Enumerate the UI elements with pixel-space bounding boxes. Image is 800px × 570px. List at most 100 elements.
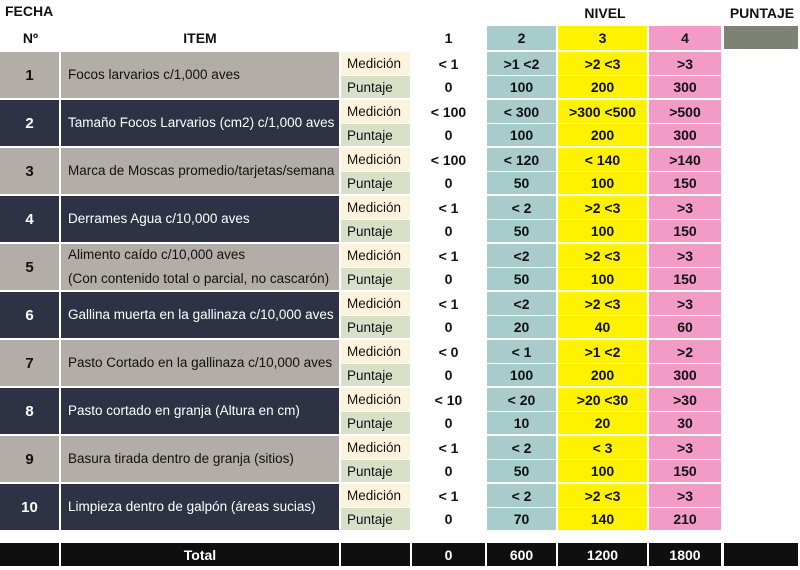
medicion-level-4: >3 [649, 292, 721, 315]
medicion-level-1: < 10 [412, 388, 485, 411]
total-puntaje-cell [724, 543, 798, 566]
total-level-1: 0 [412, 543, 485, 566]
fecha-label: FECHA [5, 3, 54, 19]
puntaje-level-1: 0 [412, 268, 485, 290]
medicion-level-4: >3 [649, 196, 721, 219]
puntaje-level-2: 50 [487, 220, 556, 242]
item-text-line: Alimento caído c/10,000 aves [68, 247, 246, 262]
puntaje-level-4: 300 [649, 124, 721, 146]
medicion-level-3: >300 <500 [558, 100, 647, 123]
puntaje-level-1: 0 [412, 76, 485, 98]
row-number: 8 [0, 388, 59, 434]
item-text-line: Gallina muerta en la gallinaza c/10,000 … [68, 307, 334, 322]
medicion-level-3: < 140 [558, 148, 647, 171]
medicion-level-3: < 3 [558, 436, 647, 459]
medicion-level-2: < 1 [487, 340, 556, 363]
medicion-label: Medición [341, 52, 410, 75]
medicion-level-1: < 100 [412, 100, 485, 123]
medicion-level-1: < 1 [412, 436, 485, 459]
level-1-header: 1 [412, 26, 485, 50]
medicion-level-1: < 1 [412, 52, 485, 75]
medicion-label: Medición [341, 388, 410, 411]
level-4-header: 4 [649, 26, 721, 50]
medicion-level-1: < 100 [412, 148, 485, 171]
item-text-line: Pasto Cortado en la gallinaza c/10,000 a… [68, 355, 333, 370]
puntaje-level-2: 10 [487, 412, 556, 434]
number-column-header: Nº [22, 30, 39, 46]
row-number: 1 [0, 52, 59, 98]
item-text-line: Pasto cortado en granja (Altura en cm) [68, 403, 300, 418]
medicion-level-3: >2 <3 [558, 196, 647, 219]
puntaje-label: Puntaje [341, 508, 410, 530]
puntaje-label: Puntaje [341, 268, 410, 290]
puntaje-level-2: 100 [487, 124, 556, 146]
puntaje-header: PUNTAJE [729, 5, 795, 21]
item-description: Basura tirada dentro de granja (sitios) [61, 436, 339, 482]
medicion-level-3: >2 <3 [558, 52, 647, 75]
item-column-header: ITEM [183, 30, 217, 46]
row-number: 10 [0, 484, 59, 530]
medicion-level-1: < 1 [412, 196, 485, 219]
medicion-level-3: >20 <30 [558, 388, 647, 411]
puntaje-label: Puntaje [341, 76, 410, 98]
puntaje-level-2: 50 [487, 268, 556, 290]
puntaje-level-4: 150 [649, 460, 721, 482]
medicion-level-4: >3 [649, 52, 721, 75]
puntaje-level-1: 0 [412, 412, 485, 434]
puntaje-label: Puntaje [341, 316, 410, 338]
puntaje-level-3: 200 [558, 76, 647, 98]
item-text-line: Limpieza dentro de galpón (áreas sucias) [68, 499, 316, 514]
medicion-level-3: >2 <3 [558, 244, 647, 267]
medicion-label: Medición [341, 100, 410, 123]
puntaje-level-2: 20 [487, 316, 556, 338]
medicion-level-1: < 1 [412, 244, 485, 267]
puntaje-level-3: 140 [558, 508, 647, 530]
medicion-level-2: < 20 [487, 388, 556, 411]
puntaje-level-4: 30 [649, 412, 721, 434]
item-text-line: Basura tirada dentro de granja (sitios) [68, 451, 294, 466]
item-text-line: Tamaño Focos Larvarios (cm2) c/1,000 ave… [68, 115, 335, 130]
medicion-level-3: >1 <2 [558, 340, 647, 363]
total-blank-cell [341, 543, 410, 566]
item-text-line: Focos larvarios c/1,000 aves [68, 67, 240, 82]
medicion-level-2: < 2 [487, 196, 556, 219]
puntaje-level-1: 0 [412, 220, 485, 242]
nivel-header: NIVEL [584, 5, 626, 21]
medicion-level-4: >3 [649, 244, 721, 267]
puntaje-level-3: 100 [558, 268, 647, 290]
puntaje-level-3: 200 [558, 124, 647, 146]
total-level-2: 600 [487, 543, 556, 566]
item-description: Alimento caído c/10,000 aves (Con conteni… [61, 244, 339, 290]
medicion-level-4: >2 [649, 340, 721, 363]
puntaje-level-1: 0 [412, 364, 485, 386]
medicion-level-3: >2 <3 [558, 484, 647, 507]
puntaje-level-4: 300 [649, 364, 721, 386]
level-3-header: 3 [558, 26, 647, 50]
medicion-level-4: >140 [649, 148, 721, 171]
puntaje-level-1: 0 [412, 316, 485, 338]
puntaje-level-2: 50 [487, 172, 556, 194]
puntaje-level-3: 100 [558, 220, 647, 242]
puntaje-label: Puntaje [341, 220, 410, 242]
medicion-level-2: <2 [487, 244, 556, 267]
item-description: Marca de Moscas promedio/tarjetas/semana [61, 148, 339, 194]
medicion-level-2: <2 [487, 292, 556, 315]
row-number: 3 [0, 148, 59, 194]
puntaje-level-4: 210 [649, 508, 721, 530]
medicion-level-2: < 2 [487, 484, 556, 507]
puntaje-level-2: 50 [487, 460, 556, 482]
puntaje-level-4: 300 [649, 76, 721, 98]
medicion-label: Medición [341, 484, 410, 507]
puntaje-input-box [724, 26, 798, 49]
puntaje-label: Puntaje [341, 124, 410, 146]
puntaje-level-1: 0 [412, 460, 485, 482]
item-text-line: (Con contenido total o parcial, no casca… [68, 271, 330, 286]
medicion-level-1: < 0 [412, 340, 485, 363]
puntaje-level-3: 100 [558, 460, 647, 482]
puntaje-level-4: 150 [649, 268, 721, 290]
total-level-3: 1200 [558, 543, 647, 566]
puntaje-level-4: 150 [649, 172, 721, 194]
medicion-level-2: >1 <2 [487, 52, 556, 75]
puntaje-level-1: 0 [412, 508, 485, 530]
puntaje-level-2: 100 [487, 364, 556, 386]
